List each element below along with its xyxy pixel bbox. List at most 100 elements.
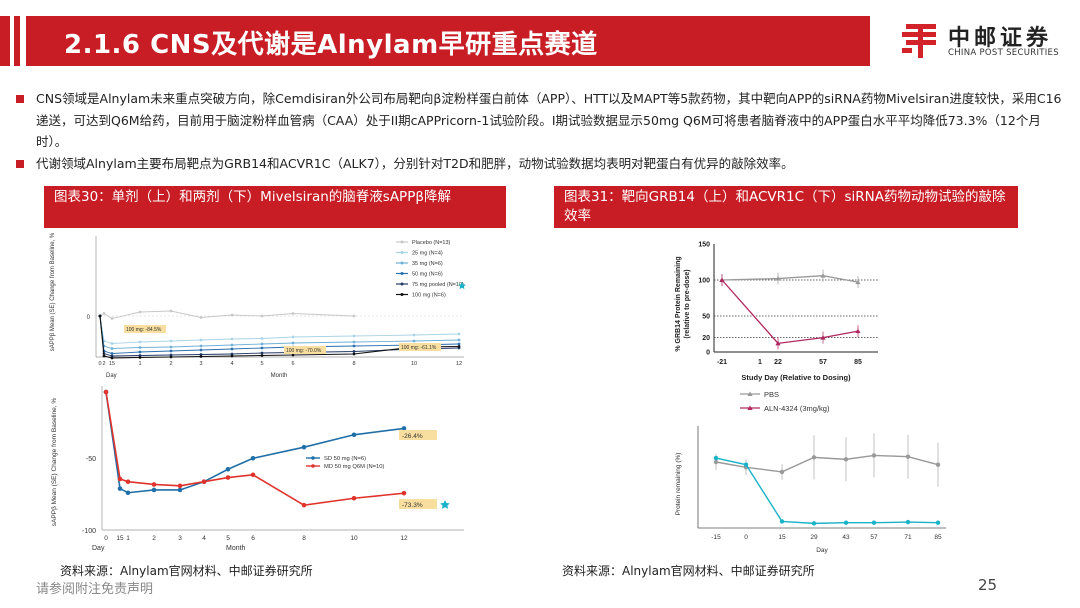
chart4-x-tick-label: 71 [904,534,912,541]
annotation-box [399,499,437,509]
chart2-data-point [151,482,157,487]
chart2-x-tick-label: 1 [126,535,130,542]
chart2-data-point [177,483,183,489]
annotation-box [284,346,326,354]
bullet-cns: CNS领域是Alnylam未来重点突破方向，除Cemdisiran外公司布局靶向… [14,88,1064,153]
annotation-box [124,325,166,333]
chart3-legend-label: ALN-4324 (3mg/kg) [764,404,830,413]
chart4-xlabel: Day [816,547,828,554]
chart3-data-point [855,279,861,285]
chart2-series-line [105,391,405,494]
chart-acvr1c: Protein remaining (%) -15 0 15 29 43 57 71 85 D… [675,426,946,554]
chart1-data-point [260,337,264,340]
chart2-legend: SD 50 mg (N=6) MD 50 mg Q6M (N=10) [306,456,384,470]
chart4-data-point [905,519,911,525]
star-icon [458,282,466,290]
chart3-x-tick-label: 57 [819,359,827,366]
chart3-series-line [721,275,859,283]
chart1-data-point [291,312,295,315]
chart3-legend-marker [747,391,753,396]
chart3-gridlines [714,279,878,338]
chart4-data-point [743,462,749,467]
star-icon [440,500,450,509]
chart4-x-tick-label: 43 [842,534,850,541]
chart1-legend-marker [400,240,404,244]
chart1-data-point [457,342,461,346]
chart2-annotation-2: -73.3% [402,502,423,509]
chart3-x-tick-label: 85 [854,359,862,366]
chart4-x-tick-label: 85 [934,534,942,541]
chart1-data-point [352,314,356,318]
chart4-x-tick-label: 0 [744,534,748,541]
chart1-data-point [199,348,203,352]
chart1-data-point [260,354,264,357]
title-stripe [14,16,20,66]
chart1-y-tick-0: 0 [87,315,91,321]
title-background [26,16,870,66]
chart1-x-tick-label: 3 [199,361,202,367]
chart2-legend-marker [311,464,315,468]
chart4-data-point [871,520,877,525]
disclaimer-link[interactable]: 请参阅附注免责声明 [36,582,154,597]
chart1-data-point [199,338,203,342]
chart2-annotation-1: -26.4% [402,433,423,440]
chart1-data-point [169,353,173,357]
chart1-data-point [230,354,234,358]
chart1-legend-label: 75 mg pooled (N=10) [412,282,464,288]
chart2-x-tick-label: 4 [202,535,206,542]
chart3-data-point [820,273,826,278]
chart1-data-point [199,344,203,348]
chart2-legend-label: MD 50 mg Q6M (N=10) [324,464,384,470]
chart2-data-point [225,475,231,480]
chart1-data-point [412,339,416,343]
chart2-data-point [201,479,207,484]
figure-30-title: 图表30：单剂（上）和两剂（下）Mivelsiran的脑脊液sAPPβ降解 [44,186,506,228]
chart1-data-point [291,353,295,357]
chart4-series-line [715,457,939,525]
chart1-data-point [199,353,203,356]
chart2-data-point [401,426,407,431]
chart2-data-point [351,495,357,501]
chart1-x-tick-label: 4 [230,361,233,367]
chart2-data-point [125,490,131,496]
chart4-ylabel: Protein remaining (%) [675,453,682,516]
chart1-data-point [352,344,356,348]
chart1-data-point [457,345,461,348]
page-title: 2.1.6 CNS及代谢是Alnylam早研重点赛道 [64,30,598,60]
chart1-ylabel: sAPPβ Mean (SE) Change from Baseline, % [50,232,56,351]
chart1-data-point [230,343,234,347]
chart1-x-tick-label: 0 [98,361,101,367]
chart1-annotation-1: 100 mg: -84.5% [126,327,162,333]
chart1-data-point [352,334,356,338]
chart2-y-tick-50: -50 [86,456,96,463]
chart2-legend-label: SD 50 mg (N=6) [324,456,366,462]
chart2-xlabel: Month [226,545,246,552]
chart1-data-point [291,335,295,339]
chart2-data-point [125,479,131,484]
chart1-legend-marker [400,261,404,265]
chart3-y-ticks: 0 20 50 100 150 [698,242,710,357]
chart4-data-point [843,457,849,462]
chart3-data-point [775,340,781,346]
chart1-data-point [98,314,102,318]
chart1-data-point [199,316,203,319]
chart4-data-point [843,520,849,525]
bullet-metabolism: 代谢领域Alnylam主要布局靶点为GRB14和ACVR1C（ALK7），分别针… [14,153,1064,175]
chart1-data-point [260,351,264,355]
chart3-legend-label: PBS [764,390,779,399]
chart2-y-tick-100: -100 [82,528,96,535]
chart3-data-point [855,328,861,334]
chart1-legend-label: 50 mg (N=6) [412,272,443,278]
chart2-x-tick-label: 5 [226,535,230,542]
chart4-data-point [935,462,941,467]
chart4-x-tick-label: 57 [870,534,878,541]
chart3-x-tick-label: 22 [774,359,782,366]
chart2-x-tick-label: 10 [350,535,358,542]
chart1-series-line [99,310,355,319]
chart3-ylabel-1: % GRB14 Protein Remaining [675,256,682,351]
chart1-legend-marker [400,251,404,254]
chart2-x-tick-label: 15 [116,535,124,542]
chart1-data-point [260,346,264,350]
chart1-data-point [110,356,114,360]
chart1-data-point [457,338,461,342]
